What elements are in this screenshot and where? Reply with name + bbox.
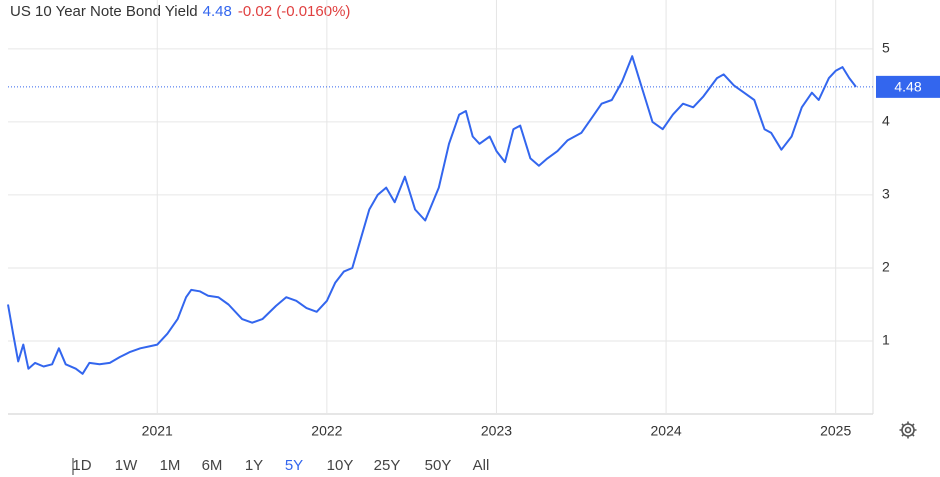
x-tick-label: 2021 bbox=[142, 423, 173, 439]
range-button[interactable]: 10Y bbox=[327, 457, 354, 474]
y-tick-label: 5 bbox=[882, 40, 890, 56]
range-button[interactable]: 50Y bbox=[425, 457, 452, 474]
range-button[interactable]: 25Y bbox=[374, 457, 401, 474]
y-tick-label: 4 bbox=[882, 113, 890, 129]
x-tick-label: 2024 bbox=[651, 423, 682, 439]
range-button[interactable]: All bbox=[473, 457, 490, 474]
header-change: -0.02 (-0.0160%) bbox=[238, 3, 351, 20]
range-button[interactable]: 1W bbox=[115, 457, 138, 474]
x-tick-label: 2023 bbox=[481, 423, 512, 439]
last-value-box bbox=[876, 75, 940, 98]
last-value-label: 4.48 bbox=[894, 79, 921, 95]
yield-line bbox=[7, 55, 857, 375]
range-button[interactable]: 1M bbox=[160, 457, 181, 474]
range-button[interactable]: 5Y bbox=[285, 457, 303, 474]
y-tick-label: 1 bbox=[882, 332, 890, 348]
range-button[interactable]: 6M bbox=[202, 457, 223, 474]
header-value: 4.48 bbox=[203, 3, 232, 20]
x-tick-label: 2025 bbox=[820, 423, 851, 439]
y-tick-label: 3 bbox=[882, 186, 890, 202]
y-tick-label: 2 bbox=[882, 259, 890, 275]
range-button[interactable]: 1Y bbox=[245, 457, 263, 474]
settings-icon[interactable] bbox=[899, 421, 917, 439]
range-button[interactable]: 1D bbox=[72, 457, 91, 474]
x-tick-label: 2022 bbox=[311, 423, 342, 439]
chart-title: US 10 Year Note Bond Yield bbox=[10, 3, 198, 20]
